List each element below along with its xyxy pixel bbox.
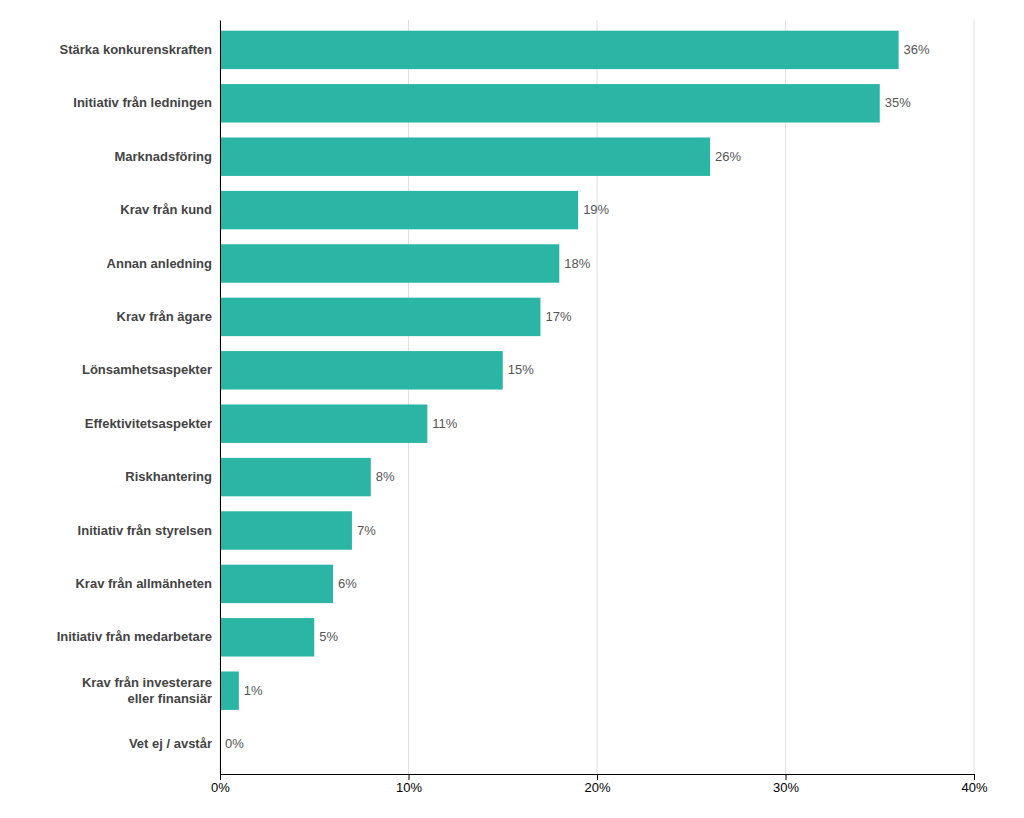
- y-tick-label: Krav från kund: [120, 202, 212, 217]
- data-label: 19%: [583, 202, 609, 217]
- y-tick: Stärka konkurenskraften: [60, 42, 220, 57]
- x-tick: 20%: [584, 774, 610, 795]
- bars: [220, 31, 899, 710]
- y-tick: Initiativ från ledningen: [73, 95, 220, 110]
- y-tick-label-line: eller finansiär: [127, 691, 212, 706]
- x-tick-label: 20%: [584, 780, 610, 795]
- grid-line: [408, 20, 409, 774]
- data-label: 18%: [564, 256, 590, 271]
- grid-line: [220, 20, 221, 774]
- bar: [220, 244, 559, 282]
- x-tick: 30%: [773, 774, 799, 795]
- y-tick-label: Vet ej / avstår: [129, 736, 212, 751]
- y-tick-label: Krav från investerareeller finansiär: [82, 675, 212, 706]
- x-tick-label: 30%: [773, 780, 799, 795]
- data-label: 1%: [244, 683, 263, 698]
- bar: [220, 511, 352, 549]
- y-tick-label: Initiativ från styrelsen: [78, 523, 212, 538]
- bar: [220, 191, 578, 229]
- x-tick-mark: [786, 774, 787, 780]
- grid-line: [597, 20, 598, 774]
- y-tick-label: Marknadsföring: [114, 149, 212, 164]
- x-tick: 40%: [961, 774, 987, 795]
- grid-line: [785, 20, 786, 774]
- bar: [220, 84, 880, 122]
- data-label: 11%: [432, 416, 457, 431]
- data-label: 15%: [508, 362, 534, 377]
- y-tick: Krav från kund: [120, 202, 220, 217]
- y-tick-label-line: Krav från investerare: [82, 675, 212, 690]
- x-tick-mark: [220, 774, 221, 780]
- bar: [220, 404, 427, 442]
- y-tick: Initiativ från styrelsen: [78, 523, 220, 538]
- y-tick: Effektivitetsaspekter: [85, 416, 220, 431]
- bar: [220, 351, 503, 389]
- plot: 0% 10% 20% 30% 40% Stärka konkurenskraften Ini…: [57, 20, 988, 795]
- data-label: 8%: [376, 469, 395, 484]
- y-tick: Annan anledning: [107, 256, 220, 271]
- y-tick-label: Initiativ från medarbetare: [57, 629, 212, 644]
- y-tick-label: Stärka konkurenskraften: [60, 42, 213, 57]
- y-tick-label: Krav från allmänheten: [75, 576, 212, 591]
- x-tick-label: 40%: [961, 780, 987, 795]
- bar: [220, 31, 899, 69]
- x-axis-line: [221, 775, 975, 781]
- y-tick-label: Lönsamhetsaspekter: [82, 362, 212, 377]
- bar: [220, 671, 239, 709]
- x-tick-label: 10%: [396, 780, 422, 795]
- x-tick-mark: [597, 774, 598, 780]
- grid: [220, 20, 974, 774]
- y-tick-label: Annan anledning: [107, 256, 213, 271]
- data-label: 5%: [319, 629, 338, 644]
- x-tick-mark: [409, 774, 410, 780]
- y-tick: Krav från investerareeller finansiär: [82, 675, 220, 706]
- y-tick: Krav från ägare: [117, 309, 220, 324]
- y-axis-line: [220, 21, 221, 775]
- y-tick: Krav från allmänheten: [75, 576, 220, 591]
- y-tick: Lönsamhetsaspekter: [82, 362, 220, 377]
- x-tick: 10%: [396, 774, 422, 795]
- y-tick-label: Initiativ från ledningen: [73, 95, 212, 110]
- y-tick: Marknadsföring: [114, 149, 220, 164]
- data-label: 0%: [225, 736, 244, 751]
- data-label: 6%: [338, 576, 357, 591]
- y-tick: Initiativ från medarbetare: [57, 629, 220, 644]
- x-tick-label: 0%: [211, 780, 230, 795]
- y-tick: Riskhantering: [125, 469, 220, 484]
- data-label: 7%: [357, 523, 376, 538]
- y-tick: Vet ej / avstår: [129, 736, 220, 751]
- data-label: 26%: [715, 149, 741, 164]
- data-label: 17%: [545, 309, 571, 324]
- bar: [220, 137, 710, 175]
- y-tick-label: Riskhantering: [125, 469, 212, 484]
- y-tick-label: Krav från ägare: [117, 309, 212, 324]
- data-labels: 36% 35% 26% 19% 18% 17% 15% 11% 8% 7% 6% 5% 1% 0%: [225, 42, 930, 751]
- y-axis: Stärka konkurenskraften Initiativ från le…: [57, 21, 221, 775]
- x-tick-mark: [974, 774, 975, 780]
- chart: 0% 10% 20% 30% 40% Stärka konkurenskraften Ini…: [0, 0, 1024, 818]
- data-label: 35%: [885, 95, 911, 110]
- grid-line: [974, 20, 975, 774]
- bar: [220, 618, 314, 656]
- x-tick: 0%: [211, 774, 230, 795]
- bar: [220, 458, 371, 496]
- x-axis: 0% 10% 20% 30% 40%: [211, 774, 988, 795]
- bar: [220, 298, 540, 336]
- bar: [220, 565, 333, 603]
- data-label: 36%: [904, 42, 930, 57]
- y-tick-label: Effektivitetsaspekter: [85, 416, 212, 431]
